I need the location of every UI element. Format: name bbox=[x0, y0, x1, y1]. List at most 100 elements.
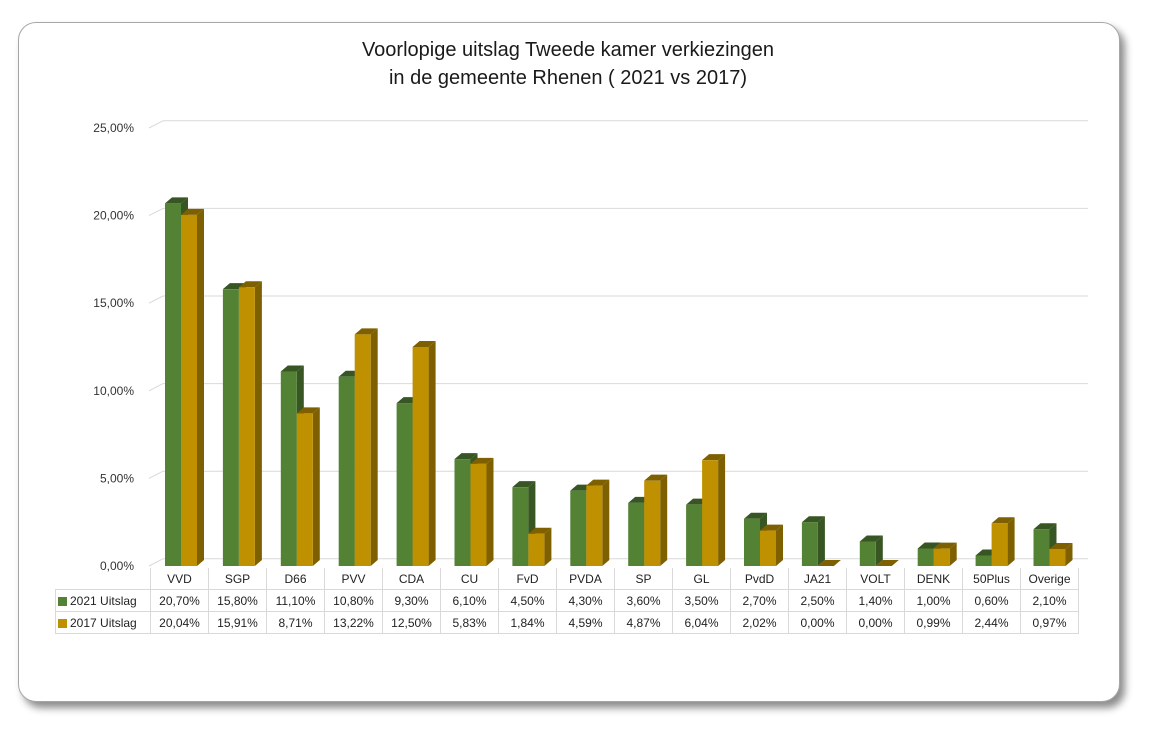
category-label: CU bbox=[440, 568, 499, 590]
bar-top bbox=[296, 407, 320, 414]
bar-top bbox=[454, 453, 478, 460]
y-tick-label: 20,00% bbox=[93, 209, 134, 223]
bar-2021-FvD bbox=[512, 487, 529, 566]
bar-top bbox=[760, 524, 783, 531]
bar-top bbox=[801, 516, 825, 523]
data-label: 4,30% bbox=[556, 589, 615, 612]
data-label: 20,04% bbox=[150, 611, 209, 634]
category-label: 50Plus bbox=[962, 568, 1021, 590]
category-label: SGP bbox=[208, 568, 267, 590]
data-label: 2,70% bbox=[730, 589, 789, 612]
bar-side bbox=[602, 479, 610, 566]
bar-top bbox=[644, 474, 668, 481]
bar-2017-CDA bbox=[412, 347, 429, 566]
data-label: 1,84% bbox=[498, 611, 557, 634]
bar-top bbox=[1033, 523, 1057, 530]
data-label: 11,10% bbox=[266, 589, 325, 612]
bar-2017-GL bbox=[702, 460, 719, 566]
bar-top bbox=[817, 560, 841, 566]
bar-top bbox=[412, 341, 436, 347]
category-label: PVV bbox=[324, 568, 383, 590]
y-tick-label: 15,00% bbox=[93, 296, 134, 310]
bar-top bbox=[744, 512, 767, 519]
gridline-depth bbox=[148, 470, 164, 479]
data-label: 0,60% bbox=[962, 589, 1021, 612]
bar-2017-DENK bbox=[933, 548, 950, 566]
bar-2017-CU bbox=[470, 463, 487, 566]
legend-swatch bbox=[58, 596, 67, 606]
bar-top bbox=[1049, 543, 1073, 550]
series-name: 2017 Uitslag bbox=[70, 615, 137, 630]
title-line-2: in de gemeente Rhenen ( 2021 vs 2017) bbox=[388, 67, 748, 89]
bar-top bbox=[991, 517, 1015, 524]
data-label: 4,59% bbox=[556, 611, 615, 634]
bar-top bbox=[165, 197, 188, 204]
bar-side bbox=[312, 407, 320, 566]
bar-top bbox=[354, 328, 378, 335]
bar-2017-D66 bbox=[296, 413, 313, 566]
bar-2021-Overige bbox=[1033, 529, 1050, 566]
bar-2017-PVDA bbox=[586, 485, 603, 566]
bar-side bbox=[544, 527, 552, 566]
series-name: 2021 Uitslag bbox=[70, 593, 137, 608]
bar-side bbox=[817, 516, 825, 566]
data-label: 0,00% bbox=[846, 611, 905, 634]
gridline-depth bbox=[148, 558, 164, 567]
bar-side bbox=[197, 208, 204, 566]
bar-top bbox=[280, 365, 304, 372]
bar-top bbox=[702, 454, 726, 461]
category-label: JA21 bbox=[788, 568, 847, 590]
bar-side bbox=[486, 457, 494, 566]
bar-2021-PvdD bbox=[744, 518, 760, 566]
bar-2017-Overige bbox=[1049, 549, 1066, 566]
bar-top bbox=[917, 542, 941, 549]
data-label: 6,10% bbox=[440, 589, 499, 612]
bar-2017-VVD bbox=[181, 214, 197, 566]
legend-entry: 2021 Uitslag bbox=[55, 589, 151, 612]
data-label: 2,02% bbox=[730, 611, 789, 634]
bar-2017-SGP bbox=[238, 287, 255, 566]
y-tick-label: 10,00% bbox=[93, 384, 134, 398]
bar-side bbox=[370, 328, 378, 566]
gridline-depth bbox=[148, 207, 164, 217]
category-label: VOLT bbox=[846, 568, 905, 590]
bar-top bbox=[528, 527, 552, 534]
bar-top bbox=[933, 542, 957, 549]
bar-2017-FvD bbox=[528, 533, 545, 566]
data-table: VVD SGP D66 PVV CDA CU FvD PVDA SP GL PvdD JA21 VOLT… bbox=[55, 568, 1079, 634]
table-row: 2021 Uitslag 20,70% 15,80% 11,10% 10,80% 9,30… bbox=[55, 589, 1079, 612]
bar-2017-PvdD bbox=[760, 530, 776, 566]
category-label: D66 bbox=[266, 568, 325, 590]
bar-top bbox=[859, 535, 883, 542]
data-label: 1,40% bbox=[846, 589, 905, 612]
bar-2021-SP bbox=[628, 502, 645, 566]
data-label: 15,91% bbox=[208, 611, 267, 634]
table-row: 2017 Uitslag 20,04% 15,91% 8,71% 13,22% 12,50… bbox=[55, 611, 1079, 634]
bar-2021-DENK bbox=[917, 548, 934, 566]
bar-2021-VVD bbox=[165, 203, 181, 566]
bar-side bbox=[718, 454, 726, 566]
bar-2021-CDA bbox=[396, 403, 413, 566]
y-tick-label: 5,00% bbox=[100, 471, 134, 485]
bar-2021-D66 bbox=[280, 371, 297, 566]
data-label: 0,99% bbox=[904, 611, 963, 634]
table-corner bbox=[56, 568, 151, 590]
category-label: PVDA bbox=[556, 568, 615, 590]
bar-2021-50Plus bbox=[975, 555, 992, 566]
bar-2021-PVV bbox=[338, 376, 355, 566]
bar-side bbox=[875, 535, 883, 566]
bar-2021-PVDA bbox=[570, 490, 587, 566]
category-label: SP bbox=[614, 568, 673, 590]
bar-side bbox=[776, 524, 783, 566]
bar-side bbox=[1065, 543, 1073, 566]
bar-2017-SP bbox=[644, 480, 661, 566]
bar-side bbox=[428, 341, 436, 566]
data-label: 15,80% bbox=[208, 589, 267, 612]
data-label: 8,71% bbox=[266, 611, 325, 634]
data-label: 9,30% bbox=[382, 589, 441, 612]
bar-top bbox=[586, 479, 610, 486]
gridline-depth bbox=[148, 120, 164, 129]
data-label: 4,87% bbox=[614, 611, 673, 634]
table-header-row: VVD SGP D66 PVV CDA CU FvD PVDA SP GL PvdD JA21 VOLT… bbox=[56, 568, 1079, 590]
